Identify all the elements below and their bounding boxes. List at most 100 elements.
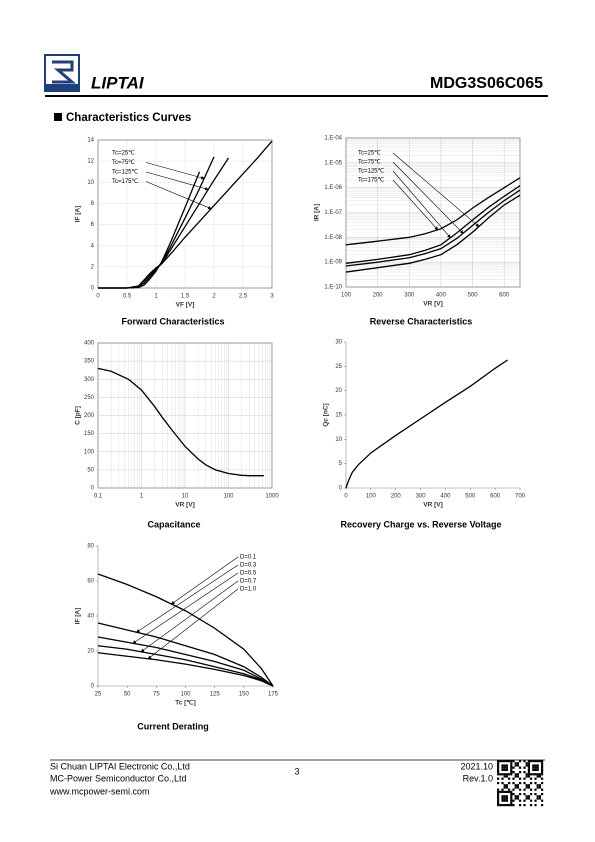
qr-module — [514, 764, 517, 767]
qr-module — [512, 766, 515, 769]
legend-label: D=0.5 — [240, 571, 257, 577]
y-tick-label: 1.E-08 — [324, 235, 342, 241]
qr-module — [527, 766, 530, 769]
qr-module — [525, 775, 528, 778]
qr-module — [536, 760, 539, 763]
qr-module — [523, 771, 526, 774]
qr-module — [503, 799, 506, 802]
qr-module — [525, 764, 528, 767]
qr-module — [510, 768, 513, 771]
qr-module — [536, 764, 539, 767]
page-number: 3 — [294, 766, 299, 776]
qr-module — [512, 804, 515, 807]
qr-module — [503, 768, 506, 771]
qr-module — [503, 766, 506, 769]
y-tick-label: 8 — [91, 201, 95, 207]
qr-module — [499, 773, 502, 776]
qr-module — [503, 804, 506, 807]
qr-module — [497, 799, 500, 802]
legend-arrow — [132, 572, 239, 644]
qr-module — [530, 793, 533, 796]
qr-module — [512, 777, 515, 780]
x-tick-label: 500 — [465, 494, 476, 500]
x-tick-label: 50 — [124, 692, 131, 698]
qr-module — [519, 771, 522, 774]
y-tick-label: 400 — [84, 341, 95, 347]
y-tick-label: 100 — [84, 449, 95, 455]
qr-module — [541, 766, 544, 769]
y-tick-label: 0 — [91, 684, 95, 690]
qr-module — [530, 788, 533, 791]
y-tick-label: 250 — [84, 395, 95, 401]
x-tick-label: 150 — [239, 692, 250, 698]
qr-module — [516, 775, 519, 778]
qr-module — [514, 784, 517, 787]
qr-module — [530, 777, 533, 780]
qr-module — [503, 795, 506, 798]
bullet — [54, 113, 62, 121]
x-tick-label: 1000 — [265, 494, 279, 500]
y-tick-label: 60 — [87, 579, 94, 585]
y-tick-label: 300 — [84, 377, 95, 383]
y-tick-label: 5 — [339, 461, 343, 467]
qr-module — [532, 773, 535, 776]
qr-module — [497, 788, 500, 791]
x-tick-label: 100 — [223, 494, 234, 500]
qr-module — [503, 784, 506, 787]
y-tick-label: 40 — [87, 614, 94, 620]
legend-arrow — [135, 564, 239, 633]
qr-module — [505, 804, 508, 807]
qr-module — [508, 788, 511, 791]
qr-module — [527, 771, 530, 774]
qr-module — [508, 773, 511, 776]
y-tick-label: 2 — [91, 264, 95, 270]
qr-module — [530, 782, 533, 785]
qr-module — [512, 782, 515, 785]
qr-module — [497, 804, 500, 807]
qr-module — [538, 797, 541, 800]
qr-module — [505, 773, 508, 776]
x-tick-label: 1 — [154, 294, 158, 300]
qr-module — [519, 804, 522, 807]
qr-module — [519, 760, 522, 763]
qr-module — [503, 790, 506, 793]
qr-module — [519, 777, 522, 780]
qr-module — [499, 790, 502, 793]
qr-module — [523, 760, 526, 763]
plot-frame — [346, 342, 520, 488]
y-tick-label: 20 — [335, 388, 342, 394]
series-line — [97, 645, 274, 687]
y-tick-label: 150 — [84, 431, 95, 437]
qr-module — [516, 762, 519, 765]
qr-module — [525, 795, 528, 798]
qr-module — [514, 795, 517, 798]
qr-module — [527, 760, 530, 763]
legend-arrow — [145, 171, 209, 191]
qr-module — [508, 777, 511, 780]
plot-frame — [345, 137, 521, 288]
qr-module — [530, 799, 533, 802]
qr-module — [512, 799, 515, 802]
revision: Rev.1.0 — [463, 773, 493, 783]
chart-caption: Reverse Characteristics — [370, 316, 473, 326]
qr-module — [525, 762, 528, 765]
qr-module — [527, 795, 530, 798]
x-tick-label: 25 — [95, 692, 102, 698]
chart: 0 0.5 1 1.5 2 2.5 3 0 2 4 6 8 10 12 14 VF [V] IF [A] Forw… — [75, 138, 275, 327]
y-tick-label: 1.E-07 — [324, 210, 342, 216]
qr-module — [534, 773, 537, 776]
chart: 100 200 300 400 500 600 1.E-10 1.E-09 1.E-08 1.E-… — [314, 136, 521, 326]
legend-label: Tc=175℃ — [358, 178, 385, 184]
qr-module — [505, 768, 508, 771]
qr-module — [534, 793, 537, 796]
x-tick-label: 300 — [404, 293, 415, 299]
y-tick-label: 6 — [91, 222, 95, 228]
legend-label: D=1.0 — [240, 587, 257, 593]
qr-module — [536, 795, 539, 798]
logo — [44, 54, 80, 92]
qr-module — [497, 766, 500, 769]
series-line — [97, 573, 274, 687]
y-tick-label: 1.E-10 — [324, 285, 342, 291]
y-tick-label: 30 — [335, 340, 342, 346]
